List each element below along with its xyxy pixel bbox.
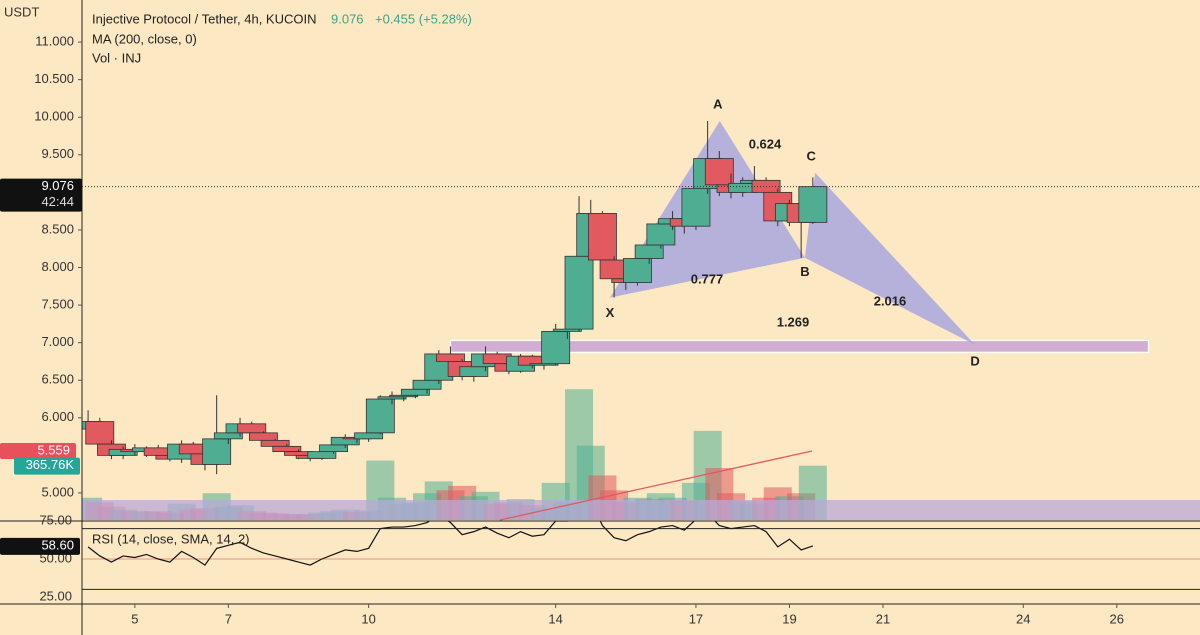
- price-layer: [82, 120, 1200, 475]
- candle-body: [412, 379, 442, 390]
- candle-body: [272, 445, 302, 453]
- candle-body: [202, 438, 232, 465]
- candle-body: [646, 223, 676, 246]
- axis-layer: 11.000 10.500 10.000 9.500 8.500 8.000 7.500 7.…: [0, 34, 1124, 626]
- x-tick-label: 7: [225, 611, 232, 626]
- x-tick-label: 5: [131, 611, 138, 626]
- y-tick-label: 6.000: [41, 409, 74, 424]
- pattern-point-label: C: [806, 148, 816, 163]
- candle-body: [237, 423, 267, 434]
- y-tick-label: 8.000: [41, 259, 74, 274]
- candle-body: [681, 188, 711, 227]
- candle-body: [213, 432, 243, 440]
- candle-body: [260, 439, 290, 447]
- y-tick-label: 8.500: [41, 221, 74, 236]
- y-tick-label: 11.000: [35, 34, 74, 49]
- rsi-layer: [82, 521, 1200, 566]
- y-tick-label: 9.500: [41, 146, 74, 161]
- x-tick-label: 10: [361, 611, 375, 626]
- volume-value: 365.76K: [26, 457, 75, 472]
- rsi-badge: [0, 537, 80, 555]
- pattern-point-label: A: [713, 96, 723, 111]
- volume-badge: [14, 457, 80, 475]
- header-change: +0.455 (+5.28%): [375, 11, 472, 26]
- candle-body: [85, 421, 115, 445]
- indicator-vol: Vol · INJ: [92, 50, 141, 65]
- y-tick-label: 5.000: [41, 484, 74, 499]
- rsi-tick-label: 75.00: [39, 512, 72, 527]
- indicator-rsi: RSI (14, close, SMA, 14, 2): [92, 531, 250, 546]
- y-tick-label: 7.000: [41, 334, 74, 349]
- y-tick-label: 6.500: [41, 372, 74, 387]
- candle-body: [634, 244, 664, 259]
- candle-body: [704, 158, 734, 186]
- y-tick-label: 10.000: [34, 109, 74, 124]
- candle-body: [307, 451, 337, 459]
- y-tick-label: 7.500: [41, 297, 74, 312]
- candle-body: [459, 366, 489, 377]
- ma-badge: [0, 442, 76, 459]
- indicator-ma: MA (200, close, 0): [92, 31, 197, 46]
- chart-title: Injective Protocol / Tether, 4h, KUCOIN: [92, 11, 316, 26]
- x-tick-label: 17: [689, 611, 703, 626]
- last-price-value: 9.076: [41, 178, 74, 193]
- header-price: 9.076: [331, 11, 364, 26]
- candle-body: [400, 388, 430, 396]
- pattern-ratio: 2.016: [874, 293, 907, 308]
- pattern-ratio: 0.624: [749, 136, 782, 151]
- candle-body: [248, 432, 278, 441]
- candle-body: [623, 258, 652, 283]
- pattern-ratio: 1.269: [777, 314, 810, 329]
- candle-body: [354, 432, 384, 440]
- x-tick-label: 21: [876, 611, 890, 626]
- pattern-bcd: [804, 172, 976, 345]
- pattern-point-label: D: [970, 353, 979, 368]
- x-tick-label: 24: [1016, 611, 1030, 626]
- pattern-point-label: X: [606, 305, 615, 320]
- candle-body: [319, 444, 348, 453]
- x-tick-label: 14: [548, 611, 562, 626]
- candle-body: [798, 186, 828, 223]
- candle-body: [365, 398, 395, 434]
- pattern-point-label: B: [800, 264, 809, 279]
- x-tick-label: 26: [1110, 611, 1124, 626]
- pattern-ratio: 0.777: [691, 271, 724, 286]
- ma-value: 5.559: [37, 442, 70, 457]
- rsi-line: [87, 521, 814, 566]
- rsi-value: 58.60: [41, 537, 74, 552]
- y-tick-label: 10.500: [34, 71, 74, 86]
- candle-body: [564, 255, 594, 330]
- volume-trendline: [499, 450, 813, 521]
- candle-body: [541, 330, 571, 365]
- countdown: 42:44: [41, 194, 74, 209]
- rsi-tick-label: 25.00: [39, 588, 72, 603]
- last-price-badge: [0, 178, 82, 212]
- y-axis-label: USDT: [4, 4, 39, 19]
- x-tick-label: 19: [782, 611, 796, 626]
- candle-body: [436, 353, 465, 362]
- volume-band: [82, 500, 1200, 520]
- candle-body: [587, 213, 617, 261]
